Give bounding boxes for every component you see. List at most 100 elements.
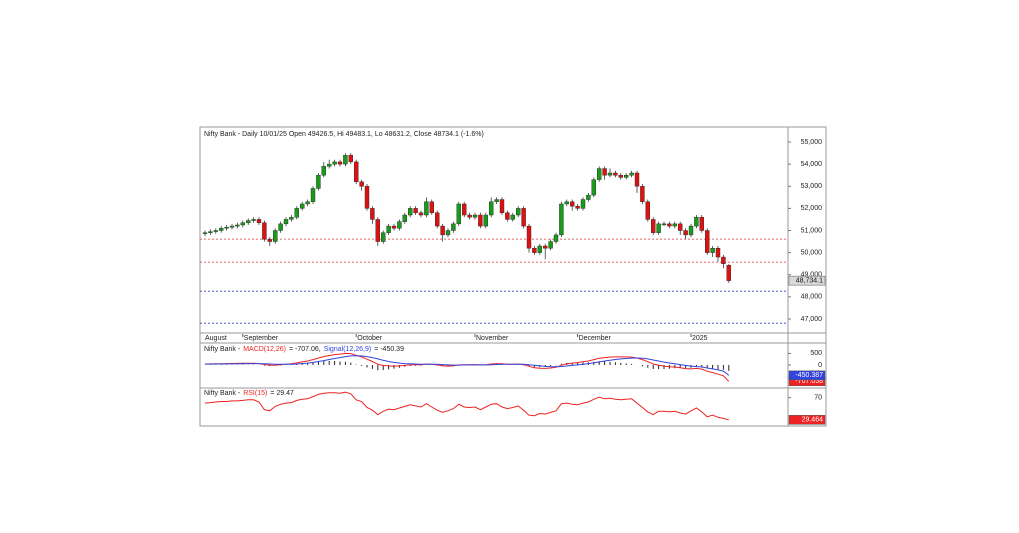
candle-body [483,214,488,227]
y-tick-label: 70 [814,395,822,402]
candle-body [586,194,591,200]
candle-body [683,230,688,236]
candle-body [381,232,386,242]
candle-body [510,214,515,220]
y-tick-label: 0 [818,362,822,369]
x-tick-label: November [476,335,509,342]
candle-body [262,222,267,240]
candle-body [229,225,235,228]
candle-body [208,231,213,233]
candle-body [559,203,564,236]
x-tick-label: September [244,335,279,342]
candle-body [570,201,575,207]
candle-body [553,234,559,242]
candle-body [602,168,607,176]
candle-body [310,188,316,202]
candle-body [294,208,299,218]
candle-body [440,225,445,236]
y-tick-label: 49,000 [801,272,823,279]
candle-body [640,186,645,202]
y-tick-label: 500 [810,350,822,357]
x-tick-label: August [205,335,227,342]
candle-body [305,201,310,205]
last-value-label: 48,734.1 [796,277,823,284]
candle-body [445,230,451,236]
candle-body [678,223,683,231]
candle-body [364,186,370,209]
candle-body [516,208,521,216]
chart-title: Nifty Bank - Daily 10/01/25 Open 49426.5… [204,131,484,138]
candle-body [575,205,580,209]
candle-body [300,203,305,209]
candle-body [564,201,569,205]
y-tick-label: 48,000 [801,294,823,301]
last-value-label: -707.058 [795,378,823,385]
candle-body [202,232,208,235]
legend-value: = -707.06, [289,346,321,353]
candle-body [418,212,424,216]
candle-body [354,161,359,183]
candle-body [705,230,710,253]
legend-value: = 29.47 [270,390,294,397]
legend-name: RSI(15) [243,390,267,397]
candle-body [526,225,532,249]
last-value-label: 29.464 [802,417,824,424]
candle-body [273,230,278,242]
candle-body [218,228,224,231]
last-value-box [788,370,826,381]
candle-body [521,208,526,227]
candle-body [591,179,596,196]
candle-body [699,217,704,231]
candle-body [489,201,494,216]
candle-body [245,220,251,223]
candle-body [667,223,672,227]
candle-body [710,247,715,253]
candle-body [726,265,731,281]
candle-body [251,219,256,221]
candle-body [651,219,656,233]
candle-body [348,155,353,163]
candle-body [580,199,586,209]
candle-body [613,172,618,176]
candle-body [499,199,505,214]
candle-body [472,214,478,218]
candle-body [240,222,246,226]
candle-body [213,230,219,232]
candle-body [429,201,434,214]
last-value-box [788,275,826,286]
candle-body [224,226,229,229]
candle-body [656,223,661,233]
candle-body [624,174,629,178]
candle-body [435,212,440,227]
label-prefix: Nifty Bank - [204,390,241,397]
y-tick-label: 52,000 [801,205,823,212]
candle-body [386,225,391,233]
x-tick-label: December [579,335,612,342]
last-value-label: -450.387 [795,372,823,379]
candle-body [413,208,418,214]
indicator-line [204,391,729,421]
candle-body [688,225,694,236]
candle-body [672,223,677,227]
candle-body [543,245,548,249]
candle-body [548,241,553,249]
y-tick-label: 51,000 [801,227,823,234]
candle-body [402,214,407,222]
candle-body [607,172,613,176]
y-tick-label: 50,000 [801,249,823,256]
candle-body [629,172,634,176]
candle-body [645,201,650,220]
candle-body [283,219,289,225]
indicator-label: Nifty Bank - RSI(15) = 29.47 [204,390,294,397]
label-prefix: Nifty Bank - [204,346,241,353]
legend-name: MACD(12,26) [243,346,286,353]
candle-body [661,223,667,226]
candle-body [532,247,537,253]
candle-body [721,256,726,264]
candle-body [321,166,326,176]
candle-body [235,224,240,227]
candle-body [478,214,483,227]
indicator-line [205,355,730,376]
candle-body [467,214,472,218]
candle-body [327,163,332,167]
